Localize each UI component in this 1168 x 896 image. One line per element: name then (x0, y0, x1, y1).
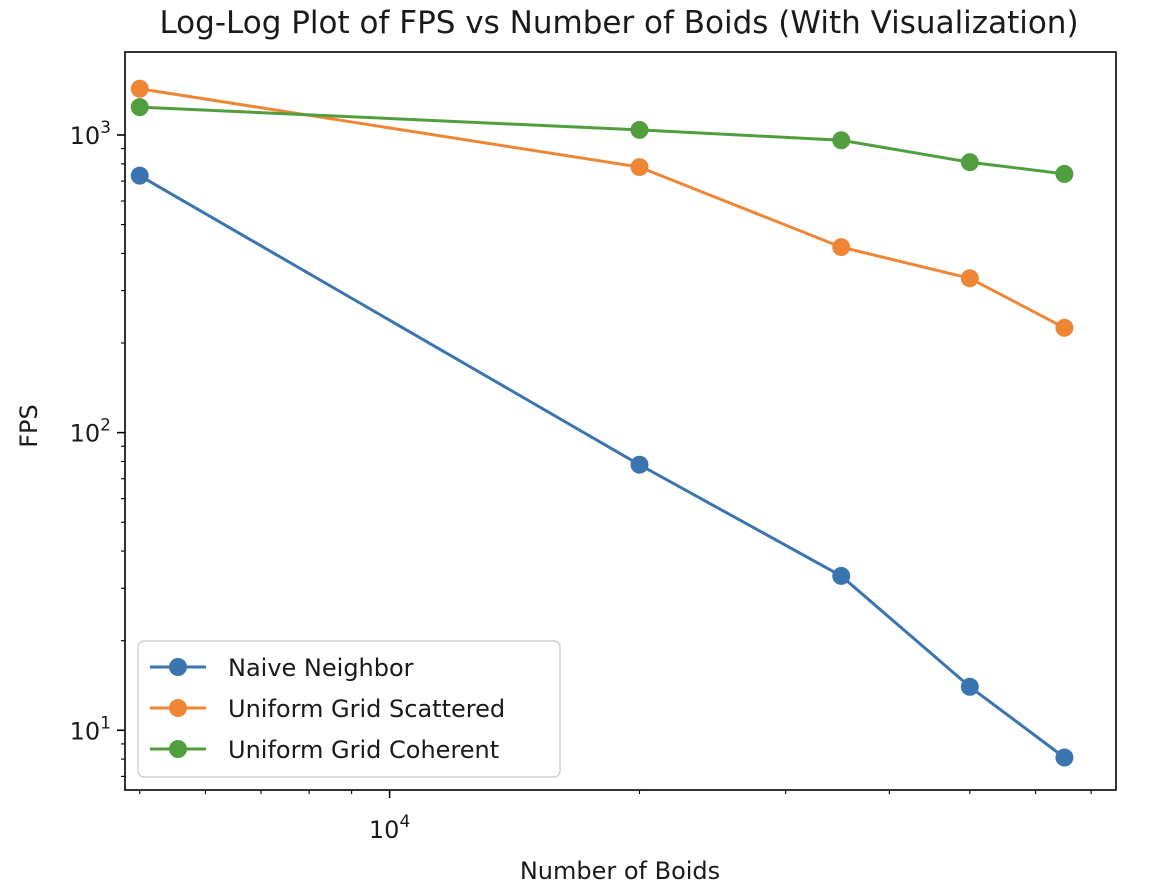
legend-label: Uniform Grid Scattered (228, 695, 505, 723)
data-point-uniform-grid-scattered (1055, 318, 1074, 337)
chart-title: Log-Log Plot of FPS vs Number of Boids (… (159, 5, 1078, 41)
y-axis-label: FPS (15, 404, 43, 448)
series-naive-neighbor (130, 166, 1074, 767)
series-layer (130, 79, 1074, 767)
legend-entry-uniform-grid-coherent: Uniform Grid Coherent (150, 736, 499, 764)
legend-entry-uniform-grid-scattered: Uniform Grid Scattered (150, 695, 505, 723)
legend-marker (169, 699, 187, 717)
data-point-naive-neighbor (960, 677, 979, 696)
data-point-uniform-grid-scattered (130, 79, 149, 98)
legend-label: Naive Neighbor (228, 654, 414, 682)
legend-label: Uniform Grid Coherent (228, 736, 499, 764)
data-point-naive-neighbor (1055, 748, 1074, 767)
series-uniform-grid-coherent (130, 98, 1074, 183)
data-point-uniform-grid-scattered (960, 269, 979, 288)
data-point-uniform-grid-coherent (1055, 164, 1074, 183)
data-point-uniform-grid-coherent (832, 131, 851, 150)
legend-box (137, 640, 561, 778)
x-axis-label: Number of Boids (520, 857, 720, 885)
data-point-naive-neighbor (832, 566, 851, 585)
data-point-uniform-grid-scattered (630, 158, 649, 177)
x-axis-ticks: 104 (369, 790, 410, 844)
data-point-naive-neighbor (630, 455, 649, 474)
series-line-uniform-grid-coherent (138, 105, 1066, 176)
legend-marker (169, 658, 187, 676)
legend-entry-naive-neighbor: Naive Neighbor (150, 654, 414, 682)
data-point-uniform-grid-scattered (832, 238, 851, 257)
y-tick-label: 103 (70, 118, 111, 150)
data-point-uniform-grid-coherent (130, 98, 149, 117)
x-tick-label: 104 (369, 812, 410, 844)
data-point-naive-neighbor (130, 166, 149, 185)
series-line-uniform-grid-scattered (138, 87, 1066, 330)
data-point-uniform-grid-coherent (630, 120, 649, 139)
y-tick-label: 102 (70, 416, 111, 448)
y-axis-ticks: 101 102 103 (70, 118, 125, 745)
series-uniform-grid-scattered (130, 79, 1074, 337)
plot-frame (124, 51, 1117, 791)
legend-marker (169, 740, 187, 758)
y-tick-label: 101 (70, 713, 111, 745)
chart-legend: Naive Neighbor Uniform Grid Scattered Unif… (137, 640, 561, 778)
data-point-uniform-grid-coherent (960, 153, 979, 172)
